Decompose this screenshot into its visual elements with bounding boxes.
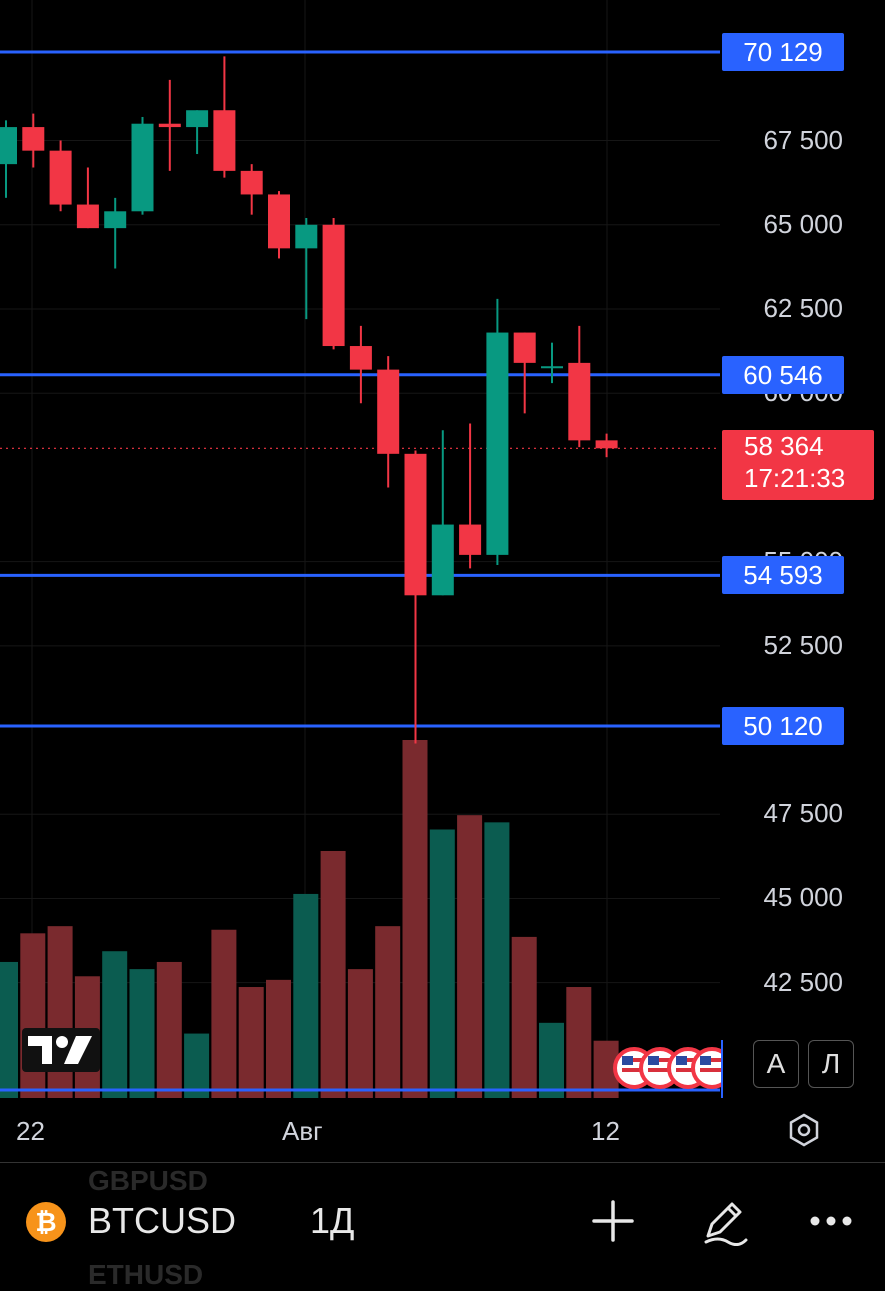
- candle-body: [213, 110, 236, 171]
- candle-body: [541, 366, 563, 369]
- price-tick-label: 47 500: [763, 798, 843, 829]
- flag-stripe: [622, 1058, 646, 1062]
- candle-body: [568, 362, 591, 441]
- candle-body: [431, 524, 454, 596]
- price-tick-label: 67 500: [763, 124, 843, 155]
- volume-bar: [429, 829, 455, 1098]
- candle-body: [240, 170, 263, 195]
- candle-body: [322, 224, 345, 347]
- volume-bar: [184, 1033, 210, 1098]
- divider: [0, 1162, 885, 1163]
- candle-body: [486, 332, 509, 555]
- settings-hexagon-icon[interactable]: [786, 1112, 822, 1148]
- candle-body: [158, 123, 181, 128]
- level-price-tag: 70 129: [722, 33, 844, 71]
- flag-stripe: [676, 1058, 700, 1062]
- volume-bar: [47, 926, 73, 1098]
- candle-body: [459, 524, 482, 555]
- flag-canton: [648, 1056, 659, 1065]
- pen-icon[interactable]: [698, 1196, 748, 1246]
- candle-body: [186, 110, 209, 128]
- price-tick-label: 65 000: [763, 208, 843, 239]
- volume-bar: [266, 979, 291, 1098]
- candle-body: [595, 440, 618, 449]
- ghost-symbol-above: GBPUSD: [88, 1165, 208, 1196]
- more-icon[interactable]: [806, 1196, 856, 1246]
- candle-countdown: 17:21:33: [744, 463, 846, 493]
- flag-canton: [676, 1056, 687, 1065]
- flag-stripe: [700, 1068, 724, 1072]
- price-tick-label: 42 500: [763, 966, 843, 997]
- candle-body: [295, 224, 318, 249]
- interval-selector[interactable]: 1Д: [310, 1200, 355, 1241]
- volume-bar: [0, 961, 18, 1098]
- flag-stripe: [622, 1068, 646, 1072]
- bitcoin-icon[interactable]: ₿: [26, 1202, 66, 1242]
- level-price-tag: 50 120: [722, 707, 844, 745]
- volume-bar: [156, 961, 182, 1098]
- volume-bar: [293, 893, 319, 1098]
- volume-bar: [347, 969, 373, 1098]
- current-price-tag: 58 364 17:21:33: [722, 430, 874, 500]
- auto-scale-button[interactable]: А: [753, 1040, 799, 1088]
- volume-bar: [320, 850, 346, 1098]
- time-tick-label: Авг: [282, 1116, 323, 1146]
- candle-body: [513, 332, 536, 363]
- candle-body: [268, 194, 290, 249]
- flag-stripe: [648, 1068, 672, 1072]
- price-tick-label: 62 500: [763, 292, 843, 323]
- volume-bar: [211, 929, 237, 1098]
- ghost-symbol-below: ETHUSD: [88, 1259, 204, 1290]
- level-price-tag: 54 593: [722, 556, 844, 595]
- volume-bar: [375, 926, 401, 1098]
- current-price-value: 58 364: [744, 431, 824, 461]
- tradingview-logo-icon[interactable]: [22, 1028, 100, 1072]
- volume-bar: [566, 987, 592, 1098]
- volume-bar: [102, 951, 128, 1098]
- plus-icon[interactable]: [588, 1196, 638, 1246]
- symbol-selector[interactable]: BTCUSD: [88, 1200, 237, 1241]
- volume-bar: [457, 815, 483, 1098]
- flag-stripe: [648, 1058, 672, 1062]
- volume-bar: [129, 969, 155, 1098]
- candle-body: [377, 369, 400, 454]
- level-price-tag: 60 546: [722, 355, 844, 394]
- log-scale-button[interactable]: Л: [808, 1040, 854, 1088]
- candle-body: [22, 127, 45, 151]
- flag-canton: [622, 1056, 633, 1065]
- time-tick-label: 22: [16, 1116, 45, 1146]
- volume-bar: [238, 987, 264, 1098]
- volume-bar: [20, 933, 46, 1098]
- time-tick-label: 12: [591, 1116, 620, 1146]
- candle-body: [404, 453, 427, 596]
- candle-body: [104, 211, 127, 229]
- candlestick-chart[interactable]: [0, 0, 885, 1100]
- flag-stripe: [676, 1068, 700, 1072]
- volume-bar: [402, 740, 428, 1098]
- flag-stripe: [700, 1058, 724, 1062]
- candle-body: [49, 150, 72, 205]
- flag-canton: [700, 1056, 711, 1065]
- price-tick-label: 52 500: [763, 629, 843, 660]
- candle-body: [0, 127, 17, 165]
- volume-bar: [539, 1022, 564, 1098]
- volume-bar: [484, 822, 510, 1098]
- volume-bar: [511, 936, 537, 1098]
- candle-body: [349, 346, 372, 370]
- price-tick-label: 45 000: [763, 882, 843, 913]
- candle-body: [76, 204, 99, 229]
- axis-mask: [722, 1040, 742, 1100]
- candle-body: [131, 123, 154, 212]
